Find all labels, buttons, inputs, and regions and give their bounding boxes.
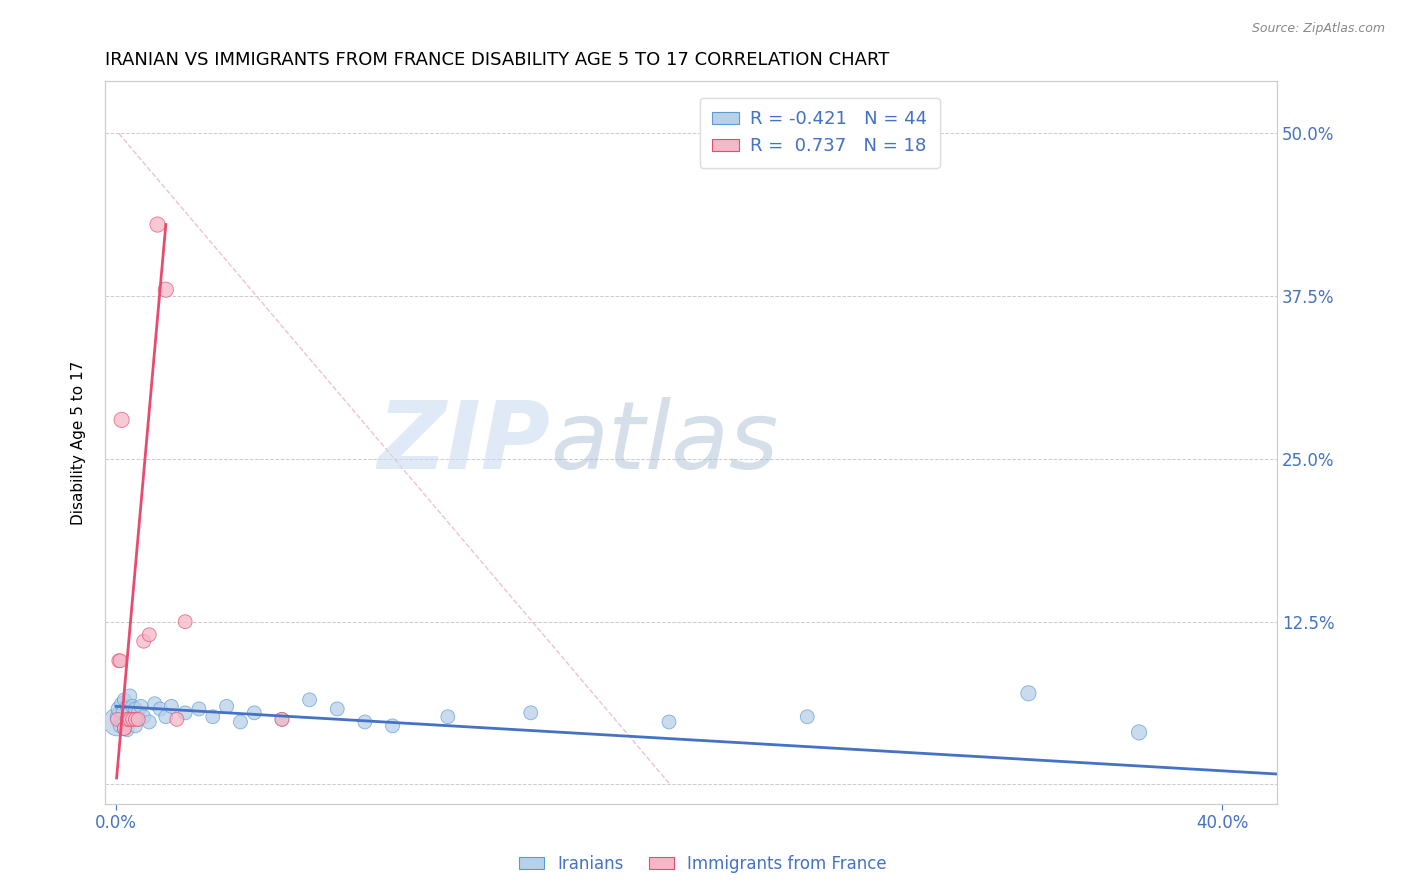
Point	[138, 628, 160, 642]
Point	[110, 712, 132, 726]
Point	[243, 706, 266, 720]
Point	[111, 706, 134, 720]
Point	[298, 693, 321, 707]
Point	[174, 706, 197, 720]
Point	[127, 712, 149, 726]
Legend: Iranians, Immigrants from France: Iranians, Immigrants from France	[513, 848, 893, 880]
Point	[121, 710, 143, 724]
Point	[108, 654, 131, 668]
Point	[129, 699, 152, 714]
Point	[108, 702, 131, 716]
Point	[108, 654, 131, 668]
Point	[127, 706, 149, 720]
Point	[520, 706, 543, 720]
Point	[118, 689, 141, 703]
Point	[381, 719, 404, 733]
Point	[108, 719, 131, 733]
Point	[201, 710, 224, 724]
Point	[118, 706, 141, 720]
Point	[115, 723, 138, 737]
Point	[107, 712, 129, 726]
Text: ZIP: ZIP	[378, 397, 551, 489]
Point	[160, 699, 183, 714]
Point	[326, 702, 349, 716]
Point	[112, 722, 135, 736]
Point	[229, 714, 252, 729]
Point	[110, 697, 132, 711]
Point	[174, 615, 197, 629]
Point	[188, 702, 211, 716]
Point	[796, 710, 818, 724]
Point	[112, 714, 135, 729]
Point	[108, 710, 131, 724]
Point	[121, 712, 143, 726]
Point	[271, 712, 294, 726]
Point	[115, 699, 138, 714]
Text: Source: ZipAtlas.com: Source: ZipAtlas.com	[1251, 22, 1385, 36]
Y-axis label: Disability Age 5 to 17: Disability Age 5 to 17	[72, 360, 86, 524]
Point	[143, 697, 166, 711]
Point	[1017, 686, 1039, 700]
Point	[118, 712, 141, 726]
Point	[121, 699, 143, 714]
Point	[124, 719, 146, 733]
Point	[127, 712, 149, 726]
Point	[166, 712, 188, 726]
Legend: R = -0.421   N = 44, R =  0.737   N = 18: R = -0.421 N = 44, R = 0.737 N = 18	[700, 97, 941, 168]
Point	[658, 714, 681, 729]
Point	[132, 634, 155, 648]
Point	[271, 712, 294, 726]
Point	[124, 712, 146, 726]
Point	[112, 693, 135, 707]
Point	[146, 218, 169, 232]
Text: IRANIAN VS IMMIGRANTS FROM FRANCE DISABILITY AGE 5 TO 17 CORRELATION CHART: IRANIAN VS IMMIGRANTS FROM FRANCE DISABI…	[105, 51, 890, 69]
Point	[112, 722, 135, 736]
Point	[132, 710, 155, 724]
Point	[110, 413, 132, 427]
Point	[149, 702, 172, 716]
Point	[118, 712, 141, 726]
Point	[155, 710, 177, 724]
Point	[215, 699, 238, 714]
Point	[115, 712, 138, 726]
Point	[138, 714, 160, 729]
Point	[124, 702, 146, 716]
Point	[354, 714, 377, 729]
Text: atlas: atlas	[551, 397, 779, 488]
Point	[155, 283, 177, 297]
Point	[1128, 725, 1150, 739]
Point	[107, 714, 129, 729]
Point	[437, 710, 460, 724]
